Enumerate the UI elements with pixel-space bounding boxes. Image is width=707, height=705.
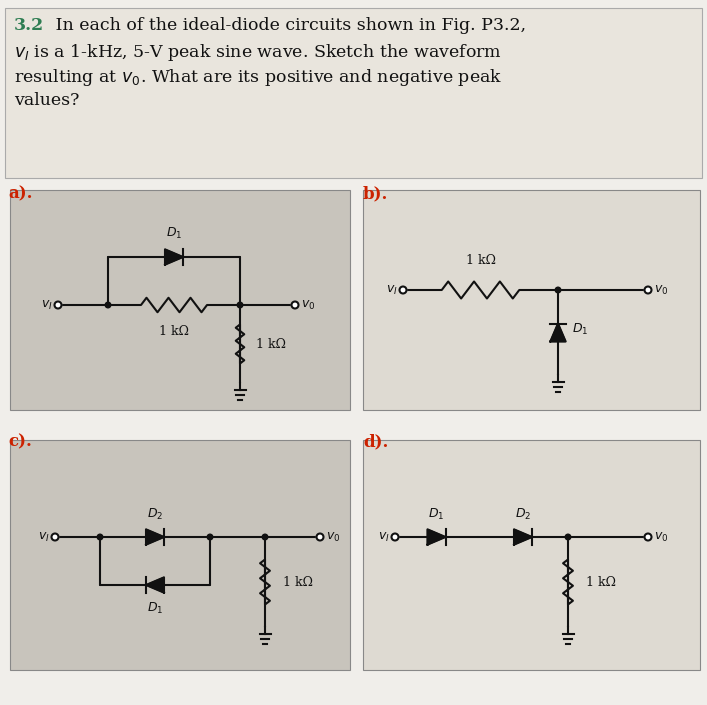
Polygon shape [550,324,566,341]
Text: $D_1$: $D_1$ [166,226,182,242]
Text: $v_I$: $v_I$ [386,283,398,297]
Text: $D_2$: $D_2$ [147,506,163,522]
Circle shape [238,302,243,308]
FancyBboxPatch shape [363,190,700,410]
Text: $v_0$: $v_0$ [654,530,668,544]
Text: 1 kΩ: 1 kΩ [159,325,189,338]
Text: $v_0$: $v_0$ [326,530,340,544]
Text: $D_1$: $D_1$ [147,601,163,615]
Text: $v_0$: $v_0$ [654,283,668,297]
Polygon shape [428,529,445,545]
Text: $D_1$: $D_1$ [572,322,588,338]
Text: 1 kΩ: 1 kΩ [283,575,313,589]
Circle shape [97,534,103,540]
Text: $v_I$ is a 1-kHz, 5-V peak sine wave. Sketch the waveform: $v_I$ is a 1-kHz, 5-V peak sine wave. Sk… [14,42,502,63]
Text: d).: d). [363,433,388,450]
Circle shape [645,534,651,541]
FancyBboxPatch shape [10,190,350,410]
Circle shape [317,534,324,541]
Polygon shape [146,529,164,545]
Polygon shape [514,529,532,545]
Text: $D_2$: $D_2$ [515,506,531,522]
Circle shape [105,302,111,308]
Text: 1 kΩ: 1 kΩ [465,254,496,266]
FancyBboxPatch shape [5,8,702,178]
FancyBboxPatch shape [10,440,350,670]
Text: values?: values? [14,92,79,109]
Text: $v_I$: $v_I$ [378,530,390,544]
Text: a).: a). [8,185,33,202]
Text: 1 kΩ: 1 kΩ [256,338,286,350]
Text: $v_I$: $v_I$ [38,530,50,544]
Text: In each of the ideal-diode circuits shown in Fig. P3.2,: In each of the ideal-diode circuits show… [50,17,526,34]
Polygon shape [146,577,164,593]
Circle shape [399,286,407,293]
Text: 1 kΩ: 1 kΩ [586,575,616,589]
Text: $v_0$: $v_0$ [301,298,315,312]
Circle shape [645,286,651,293]
Circle shape [262,534,268,540]
Text: c).: c). [8,433,32,450]
Circle shape [392,534,399,541]
FancyBboxPatch shape [363,440,700,670]
Circle shape [555,287,561,293]
Text: 3.2: 3.2 [14,17,44,34]
Circle shape [565,534,571,540]
Circle shape [52,534,59,541]
Text: $D_1$: $D_1$ [428,506,445,522]
Polygon shape [165,250,183,264]
Circle shape [207,534,213,540]
Text: $v_I$: $v_I$ [41,298,53,312]
Circle shape [291,302,298,309]
Text: b).: b). [363,185,388,202]
Circle shape [54,302,62,309]
Text: resulting at $v_0$. What are its positive and negative peak: resulting at $v_0$. What are its positiv… [14,67,502,88]
